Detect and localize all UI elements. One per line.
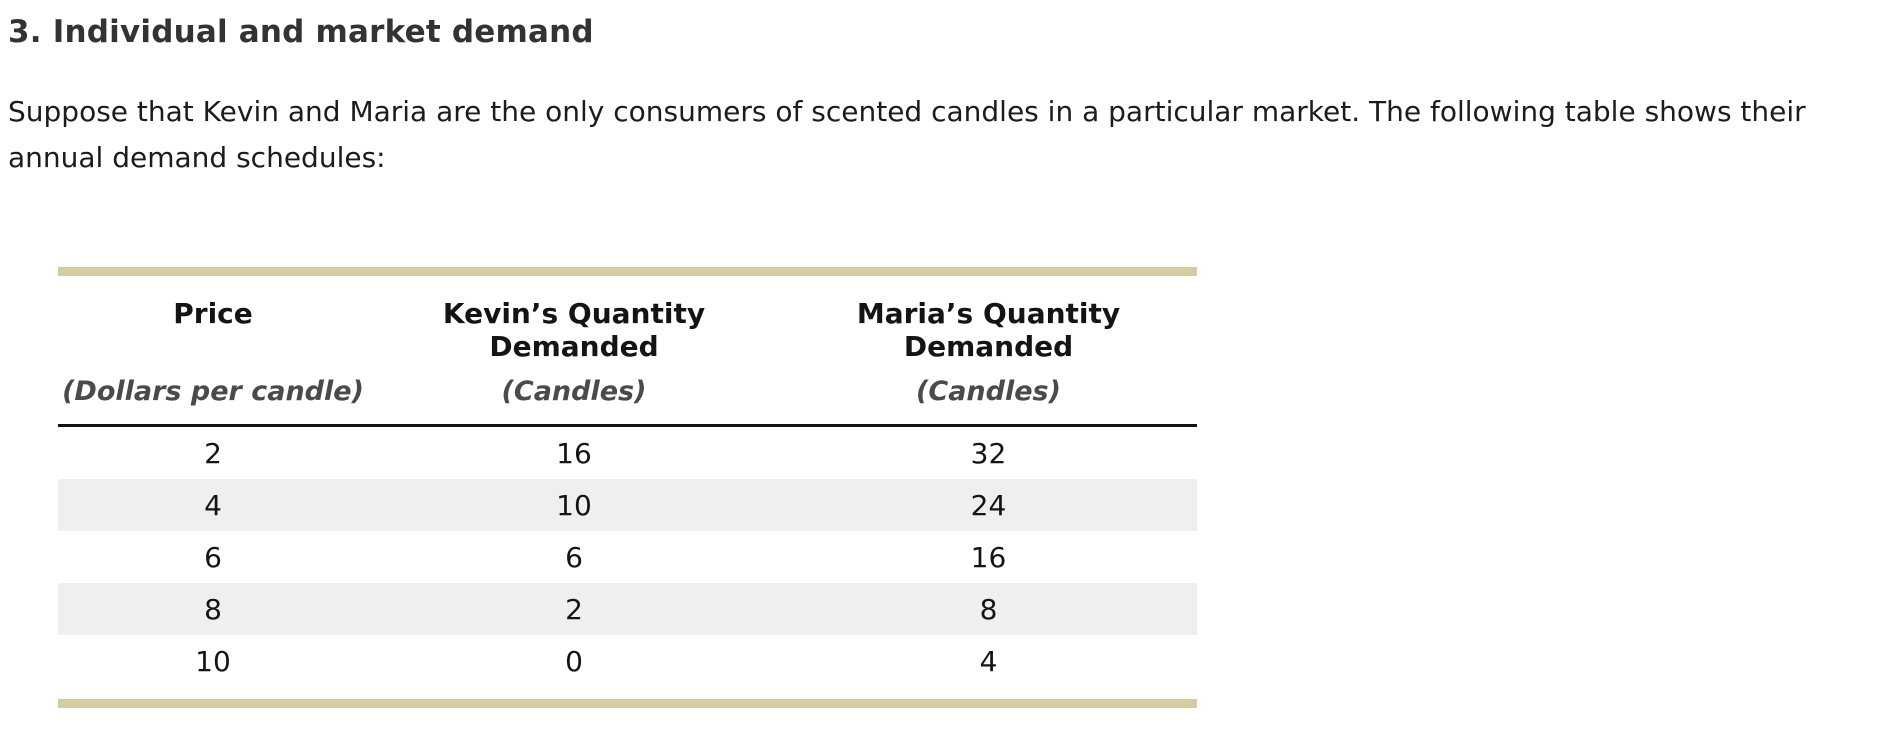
column-header-price: Price <box>173 297 253 330</box>
table-row: 10 0 4 <box>58 635 1197 687</box>
section-heading: 3. Individual and market demand <box>8 14 594 50</box>
table-row: 2 16 32 <box>58 427 1197 479</box>
table-accent-bar-bottom <box>58 699 1197 708</box>
demand-schedule-table: Price Kevin’s Quantity Demanded Maria’s … <box>58 267 1197 708</box>
table-cell-kevin-qty: 16 <box>556 436 592 470</box>
table-header-title-row: Price Kevin’s Quantity Demanded Maria’s … <box>58 276 1197 363</box>
table-cell-price: 2 <box>204 436 222 470</box>
table-cell-kevin-qty: 0 <box>565 644 583 678</box>
problem-statement: Suppose that Kevin and Maria are the onl… <box>8 95 1806 174</box>
table-cell-kevin-qty: 6 <box>565 540 583 574</box>
table-cell-price: 8 <box>204 592 222 626</box>
table-cell-maria-qty: 8 <box>979 592 998 626</box>
table-cell-maria-qty: 24 <box>970 488 1007 522</box>
column-header-kevin-quantity: Kevin’s Quantity Demanded <box>442 297 706 363</box>
table-cell-maria-qty: 32 <box>970 436 1007 470</box>
table-row: 4 10 24 <box>58 479 1197 531</box>
table-accent-bar-top <box>58 267 1197 276</box>
table-cell-price: 10 <box>195 644 231 678</box>
column-header-maria-quantity: Maria’s Quantity Demanded <box>856 297 1121 363</box>
table-header-subtitle-row: (Dollars per candle) (Candles) (Candles) <box>58 363 1197 424</box>
table-cell-kevin-qty: 2 <box>565 592 583 626</box>
table-cell-kevin-qty: 10 <box>556 488 592 522</box>
column-subheader-maria-units: (Candles) <box>916 376 1061 407</box>
problem-page: 3. Individual and market demand Suppose … <box>8 14 1806 708</box>
table-cell-maria-qty: 16 <box>970 540 1007 574</box>
column-subheader-price-units: (Dollars per candle) <box>62 376 364 407</box>
table-row: 8 2 8 <box>58 583 1197 635</box>
table-header: Price Kevin’s Quantity Demanded Maria’s … <box>58 276 1197 427</box>
table-bottom-gap <box>58 687 1197 699</box>
column-subheader-kevin-units: (Candles) <box>501 376 647 407</box>
table-row: 6 6 16 <box>58 531 1197 583</box>
table-cell-maria-qty: 4 <box>979 644 998 678</box>
table-cell-price: 6 <box>204 540 222 574</box>
table-cell-price: 4 <box>204 488 222 522</box>
